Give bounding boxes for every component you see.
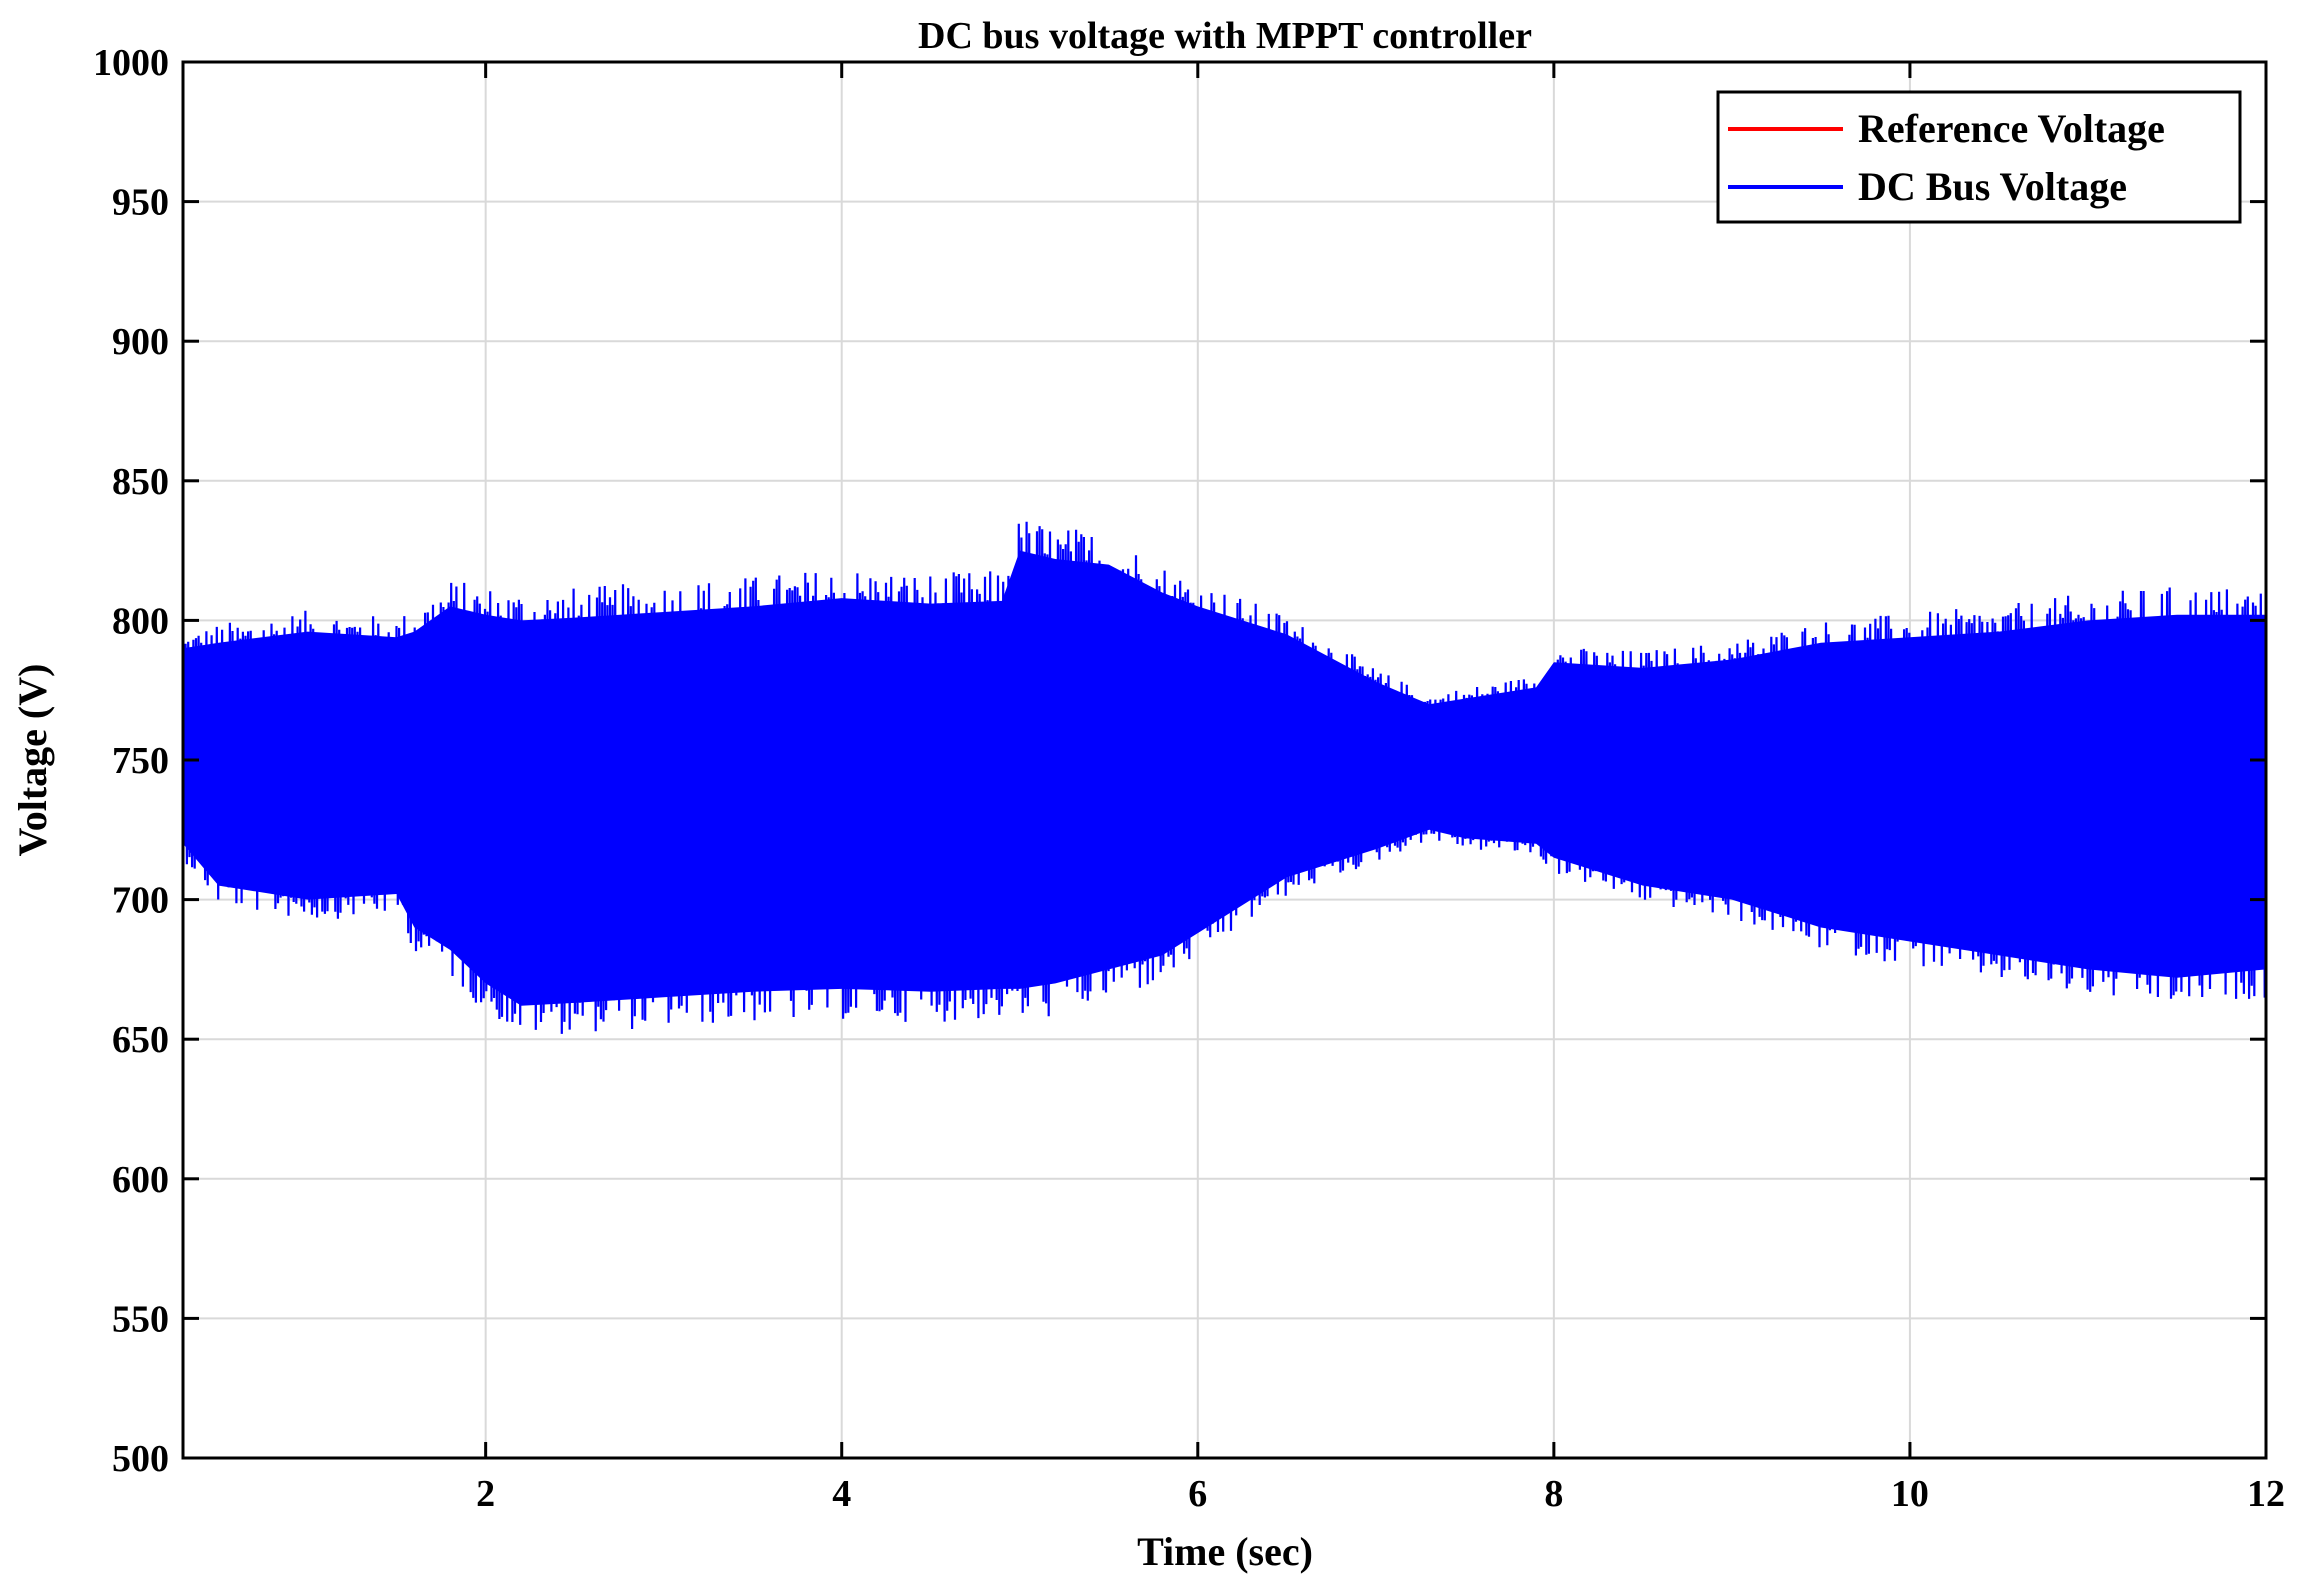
- legend-label: Reference Voltage: [1858, 106, 2165, 151]
- x-tick-label: 10: [1891, 1473, 1929, 1515]
- y-axis-label: Voltage (V): [10, 664, 55, 857]
- y-tick-label: 800: [112, 600, 169, 642]
- plot-area: [181, 521, 2268, 1034]
- x-axis-label: Time (sec): [1137, 1529, 1313, 1574]
- y-tick-label: 500: [112, 1438, 169, 1480]
- legend: Reference Voltage DC Bus Voltage: [1716, 90, 2242, 224]
- x-tick-label: 2: [476, 1473, 495, 1515]
- dc-bus-voltage-line: [181, 521, 2268, 1034]
- y-tick-label: 1000: [93, 42, 169, 84]
- y-tick-label: 950: [112, 182, 169, 224]
- x-tick-label: 12: [2247, 1473, 2285, 1515]
- chart-title: DC bus voltage with MPPT controller: [918, 15, 1532, 57]
- y-tick-label: 850: [112, 461, 169, 503]
- y-tick-label: 650: [112, 1019, 169, 1061]
- x-tick-label: 6: [1188, 1473, 1207, 1515]
- y-tick-label: 900: [112, 321, 169, 363]
- y-tick-label: 700: [112, 880, 169, 922]
- x-tick-label: 4: [832, 1473, 851, 1515]
- axis-ticks: 2 4 6 8 10 12 500 550 600 650 700 750 800 850 900 950 10…: [93, 42, 2285, 1515]
- y-tick-label: 600: [112, 1159, 169, 1201]
- x-tick-label: 8: [1544, 1473, 1563, 1515]
- legend-box: [1716, 90, 2242, 224]
- y-tick-label: 750: [112, 740, 169, 782]
- y-tick-label: 550: [112, 1298, 169, 1340]
- legend-label: DC Bus Voltage: [1858, 164, 2127, 209]
